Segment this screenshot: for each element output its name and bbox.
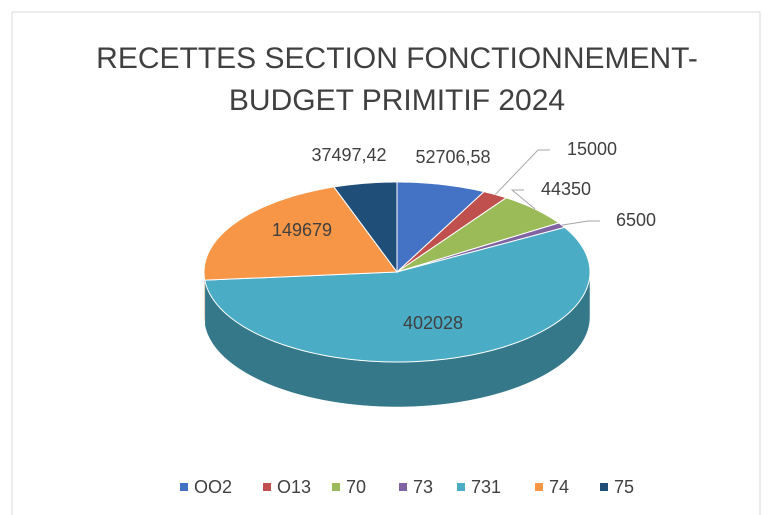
legend-label: O13 (277, 477, 311, 497)
legend-label: 74 (549, 477, 569, 497)
slice (396, 191, 508, 273)
leader-line (494, 149, 550, 195)
legend-marker (600, 483, 608, 491)
slice (204, 226, 591, 363)
data-label: 6500 (616, 210, 656, 230)
legend-marker (457, 483, 465, 491)
leader-line (510, 189, 536, 210)
slice (396, 197, 560, 273)
legend-label: 70 (346, 477, 366, 497)
legend-label: 731 (471, 477, 501, 497)
legend-marker (399, 483, 407, 491)
slice (203, 186, 398, 281)
legend-label: 75 (614, 477, 634, 497)
data-label: 37497,42 (311, 145, 386, 165)
chart-title: BUDGET PRIMITIF 2024 (229, 84, 565, 117)
slice (333, 181, 398, 274)
legend-marker (535, 483, 543, 491)
chart-title: RECETTES SECTION FONCTIONNEMENT- (96, 42, 698, 75)
leader-line (561, 220, 600, 226)
legend-marker (332, 483, 340, 491)
legend-marker (180, 483, 188, 491)
data-label: 402028 (403, 313, 463, 333)
legend-marker (263, 483, 271, 491)
slice (396, 181, 486, 274)
data-label: 52706,58 (415, 147, 490, 167)
data-label: 44350 (541, 179, 591, 199)
legend-label: OO2 (194, 477, 232, 497)
legend-label: 73 (413, 477, 433, 497)
data-label: 15000 (567, 139, 617, 159)
data-label: 149679 (272, 220, 332, 240)
